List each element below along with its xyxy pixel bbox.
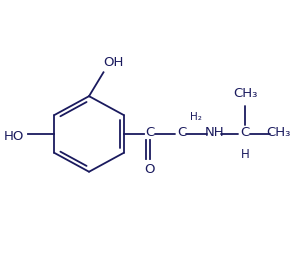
Text: C: C [240,126,250,139]
Text: CH₃: CH₃ [267,126,291,139]
Text: C: C [145,126,154,139]
Text: C: C [177,126,186,139]
Text: H: H [241,147,250,160]
Text: CH₃: CH₃ [233,87,257,100]
Text: OH: OH [103,56,124,69]
Text: HO: HO [4,130,24,143]
Text: H₂: H₂ [190,112,202,122]
Text: O: O [144,163,155,176]
Text: NH: NH [205,126,224,139]
